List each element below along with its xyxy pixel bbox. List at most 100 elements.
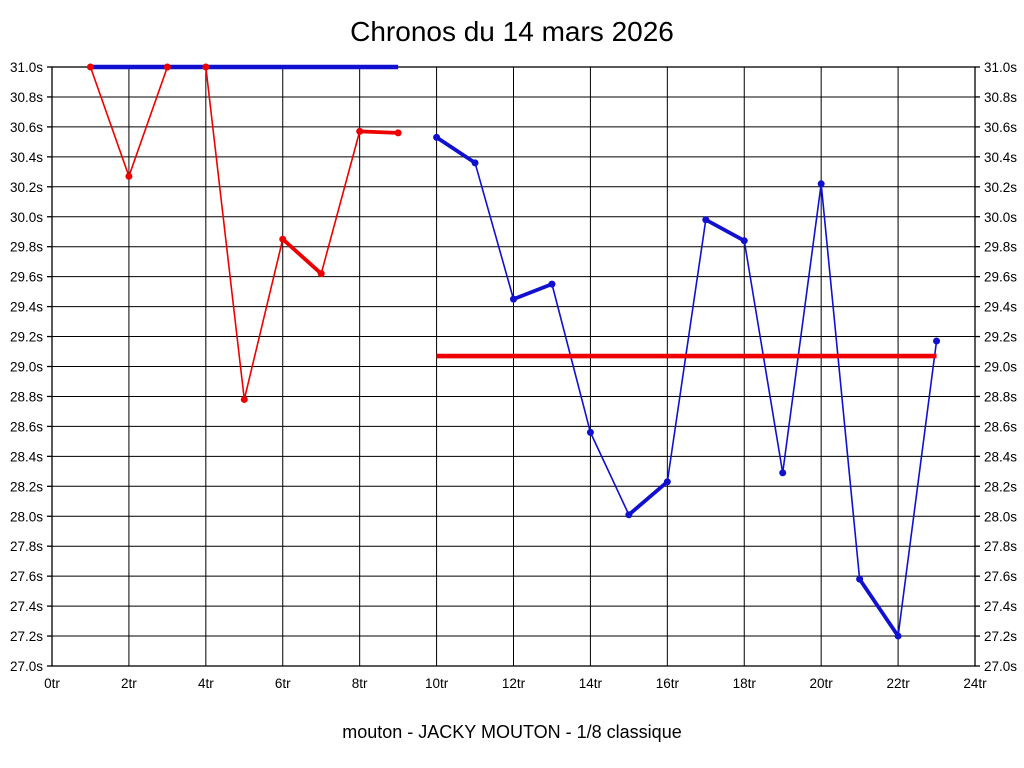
serie-bleue-tours-10-23-segment (434, 135, 477, 165)
y-tick-label-left: 29.6s (10, 270, 43, 285)
serie-bleue-tours-10-23-segment (511, 282, 554, 302)
x-tick-label: 6tr (275, 676, 291, 691)
serie-bleue-tours-10-23-segment (781, 183, 822, 474)
y-tick-label-right: 29.0s (984, 360, 1017, 375)
serie-rouge-tours-1-9-point (163, 63, 171, 71)
y-tick-label-right: 29.2s (984, 330, 1017, 345)
y-tick-label-right: 28.6s (984, 419, 1017, 434)
serie-bleue-tours-10-23-segment (820, 183, 861, 580)
y-tick-label-right: 28.2s (984, 479, 1017, 494)
y-tick-label-left: 30.8s (10, 90, 43, 105)
serie-bleue-tours-10-23-point (740, 237, 748, 245)
x-tick-label: 4tr (198, 676, 214, 691)
y-tick-label-left: 27.2s (10, 629, 43, 644)
serie-rouge-tours-1-9-segment (89, 66, 130, 178)
y-tick-label-right: 30.8s (984, 90, 1017, 105)
y-tick-label-right: 30.6s (984, 120, 1017, 135)
x-tick-label: 22tr (886, 676, 910, 691)
y-tick-label-right: 30.2s (984, 180, 1017, 195)
serie-bleue-tours-10-23-point (779, 469, 787, 477)
serie-bleue-tours-10-23-point (625, 511, 633, 519)
y-tick-label-left: 30.6s (10, 120, 43, 135)
y-tick-label-right: 31.0s (984, 60, 1017, 75)
serie-bleue-tours-10-23-point (663, 478, 671, 486)
serie-bleue-tours-10-23-point (933, 337, 941, 345)
serie-bleue-tours-10-23-point (817, 180, 825, 188)
serie-rouge-tours-1-9-point (86, 63, 94, 71)
serie-bleue-tours-10-23-point (856, 575, 864, 583)
x-tick-label: 14tr (579, 676, 603, 691)
serie-bleue-tours-10-23-segment (626, 479, 670, 517)
y-tick-label-right: 29.4s (984, 300, 1017, 315)
serie-rouge-tours-1-9-point (317, 270, 325, 278)
y-tick-label-right: 29.8s (984, 240, 1017, 255)
y-tick-label-left: 30.2s (10, 180, 43, 195)
y-tick-label-left: 27.8s (10, 539, 43, 554)
y-tick-label-right: 27.0s (984, 659, 1017, 674)
y-tick-label-left: 28.2s (10, 479, 43, 494)
serie-bleue-tours-10-23-segment (474, 162, 515, 300)
y-tick-label-right: 27.8s (984, 539, 1017, 554)
serie-bleue-tours-10-23-segment (857, 577, 900, 638)
x-tick-label: 20tr (810, 676, 834, 691)
y-tick-label-left: 27.6s (10, 569, 43, 584)
serie-rouge-tours-1-9-segment (205, 66, 246, 401)
serie-bleue-tours-10-23-point (433, 133, 441, 141)
serie-rouge-tours-1-9-point (202, 63, 210, 71)
y-tick-label-left: 27.4s (10, 599, 43, 614)
serie-bleue-tours-10-23-segment (703, 217, 747, 243)
y-tick-label-left: 28.8s (10, 389, 43, 404)
chart-title: Chronos du 14 mars 2026 (350, 16, 674, 47)
y-tick-label-left: 30.0s (10, 210, 43, 225)
serie-bleue-tours-10-23-segment (666, 218, 707, 483)
y-tick-label-right: 27.4s (984, 599, 1017, 614)
x-tick-label: 0tr (44, 676, 60, 691)
y-tick-label-right: 28.4s (984, 449, 1017, 464)
y-tick-label-left: 29.8s (10, 240, 43, 255)
serie-bleue-tours-10-23-point (586, 428, 594, 436)
y-tick-label-right: 28.0s (984, 509, 1017, 524)
x-tick-label: 2tr (121, 676, 137, 691)
y-tick-label-left: 29.0s (10, 360, 43, 375)
serie-bleue-tours-10-23-point (894, 632, 902, 640)
y-tick-label-left: 29.4s (10, 300, 43, 315)
x-tick-label: 16tr (656, 676, 680, 691)
y-tick-label-left: 29.2s (10, 330, 43, 345)
x-tick-label: 24tr (963, 676, 987, 691)
serie-rouge-tours-1-9-segment (128, 66, 169, 178)
serie-rouge-tours-1-9-point (125, 172, 133, 180)
serie-bleue-tours-10-23-point (471, 159, 479, 167)
serie-rouge-tours-1-9-point (394, 129, 402, 137)
y-tick-label-right: 27.6s (984, 569, 1017, 584)
x-tick-label: 12tr (502, 676, 526, 691)
y-tick-label-left: 30.4s (10, 150, 43, 165)
serie-rouge-tours-1-9-segment (243, 238, 284, 401)
serie-bleue-tours-10-23-point (510, 295, 517, 303)
serie-bleue-tours-10-23-segment (897, 340, 938, 637)
y-tick-label-right: 29.6s (984, 270, 1017, 285)
x-tick-label: 10tr (425, 676, 449, 691)
y-tick-label-right: 30.0s (984, 210, 1017, 225)
chart-caption: mouton - JACKY MOUTON - 1/8 classique (342, 722, 682, 742)
serie-rouge-tours-1-9-segment (280, 237, 324, 276)
y-tick-label-left: 31.0s (10, 60, 43, 75)
serie-bleue-tours-10-23-point (548, 280, 556, 288)
y-tick-label-left: 28.0s (10, 509, 43, 524)
serie-rouge-tours-1-9-point (356, 127, 364, 135)
y-tick-label-left: 28.6s (10, 419, 43, 434)
serie-rouge-tours-1-9-point (240, 395, 248, 403)
y-tick-label-left: 27.0s (10, 659, 43, 674)
serie-rouge-tours-1-9-segment (357, 129, 401, 135)
y-tick-label-right: 28.8s (984, 389, 1017, 404)
y-tick-label-right: 27.2s (984, 629, 1017, 644)
serie-rouge-tours-1-9-segment (320, 130, 361, 275)
serie-bleue-tours-10-23-point (702, 216, 710, 224)
x-tick-label: 18tr (733, 676, 757, 691)
x-tick-label: 8tr (352, 676, 368, 691)
y-tick-label-right: 30.4s (984, 150, 1017, 165)
serie-rouge-tours-1-9-point (279, 235, 287, 243)
y-tick-label-left: 28.4s (10, 449, 43, 464)
serie-bleue-tours-10-23-segment (589, 431, 630, 516)
